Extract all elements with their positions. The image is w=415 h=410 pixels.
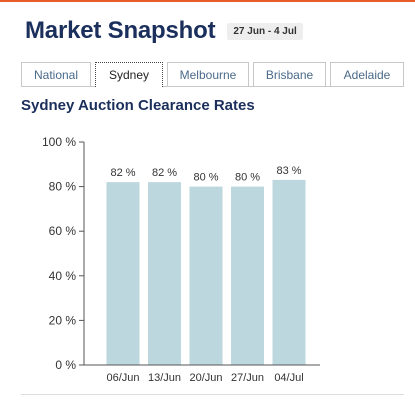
bar <box>148 182 181 365</box>
tab-adelaide[interactable]: Adelaide <box>330 62 404 86</box>
tabs-baseline <box>21 86 404 87</box>
y-tick-label: 20 % <box>49 313 77 327</box>
x-tick-label: 27/Jun <box>231 372 264 384</box>
y-tick-label: 0 % <box>55 358 76 372</box>
date-range-badge: 27 Jun - 4 Jul <box>227 22 303 40</box>
tab-label: Sydney <box>108 68 150 82</box>
tab-national[interactable]: National <box>21 62 91 86</box>
tab-brisbane[interactable]: Brisbane <box>253 62 326 86</box>
bar <box>272 179 306 365</box>
x-tick-label: 13/Jun <box>148 372 181 384</box>
x-tick-label: 04/Jul <box>274 372 303 384</box>
x-tick-label: 20/Jun <box>189 372 222 384</box>
y-tick-label: 40 % <box>49 269 77 283</box>
clearance-rate-chart: 0 % 20 % 40 % 60 % 80 % 100 % 82 % 06/Jun 82 % 13… <box>42 135 320 384</box>
y-tick-label: 60 % <box>49 224 77 238</box>
top-accent-rule <box>0 0 415 2</box>
page-title: Market Snapshot <box>25 17 216 44</box>
city-tabs: National Sydney Melbourne Brisbane Adela… <box>21 62 404 87</box>
tab-label: Melbourne <box>179 67 237 82</box>
bar-data-label: 82 % <box>110 167 135 179</box>
bar-data-label: 80 % <box>193 172 218 184</box>
x-tick-label: 06/Jun <box>106 372 139 384</box>
page-header: Market Snapshot 27 Jun - 4 Jul <box>25 15 303 47</box>
tab-label: National <box>33 67 79 82</box>
bar <box>106 182 140 365</box>
tab-label: Adelaide <box>343 67 391 82</box>
y-tick-label: 80 % <box>49 180 77 194</box>
bar <box>189 186 223 365</box>
chart-title: Sydney Auction Clearance Rates <box>21 97 255 114</box>
tab-label: Brisbane <box>265 67 314 82</box>
footer-divider <box>21 394 404 395</box>
tab-sydney[interactable]: Sydney <box>95 62 163 87</box>
bar <box>231 186 264 365</box>
bar-data-label: 83 % <box>276 165 301 177</box>
y-tick-label: 100 % <box>42 135 76 149</box>
bar-data-label: 80 % <box>235 172 260 184</box>
tab-melbourne[interactable]: Melbourne <box>167 62 249 86</box>
bar-data-label: 82 % <box>152 167 177 179</box>
